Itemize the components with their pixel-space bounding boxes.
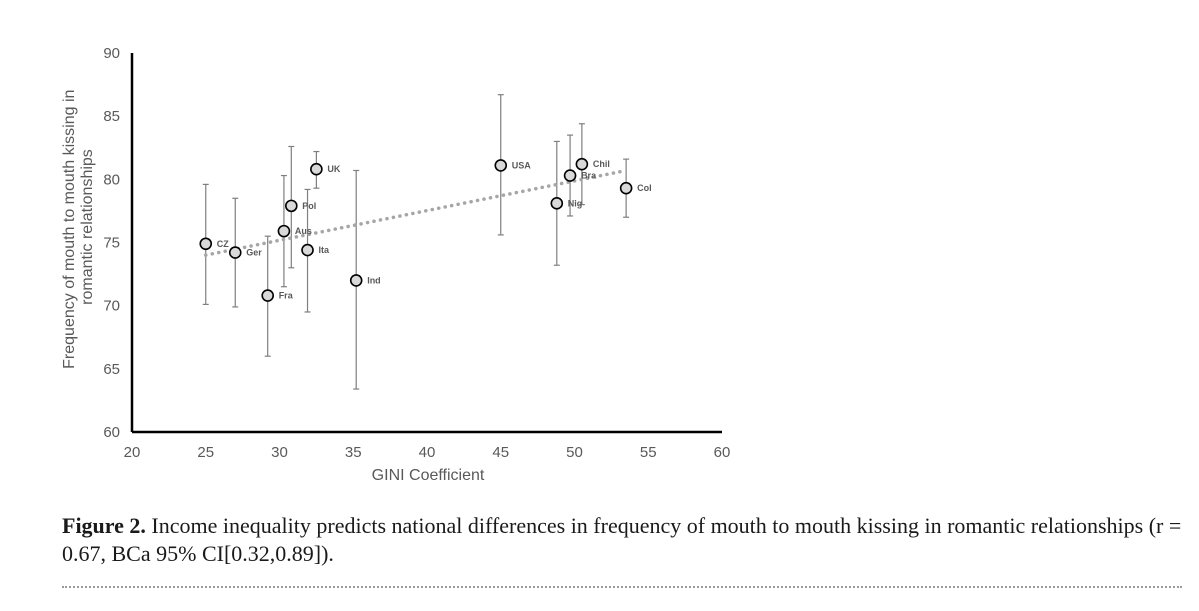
data-point-label: CZ	[217, 239, 229, 249]
data-point	[310, 162, 323, 176]
data-point	[277, 224, 291, 238]
trendline	[204, 168, 628, 257]
data-point	[575, 157, 589, 171]
y-axis-label-line-1: Frequency of mouth to mouth kissing in	[61, 90, 78, 369]
data-point-label: Ind	[367, 275, 381, 285]
data-point-label: Nig	[568, 198, 583, 208]
x-tick-label: 30	[271, 444, 288, 461]
data-point-label: Col	[637, 183, 652, 193]
x-tick-label: 45	[492, 444, 509, 461]
data-point-label: Aus	[295, 226, 312, 236]
data-point	[284, 199, 298, 213]
data-point-label: Ger	[246, 248, 262, 258]
y-axis-label-line-2: romantic relationships	[79, 149, 96, 305]
tick-labels: 20 25 30 35 40 45 50 55 60 60 65 70 75 80 85 90	[103, 45, 730, 461]
x-tick-label: 55	[640, 444, 657, 461]
data-point-label: Pol	[302, 201, 316, 211]
data-point	[619, 181, 633, 195]
data-point-label: UK	[327, 164, 340, 174]
x-axis-label: GINI Coefficient	[372, 467, 485, 484]
y-tick-label: 85	[103, 108, 120, 125]
y-tick-label: 70	[103, 298, 120, 315]
data-point	[228, 246, 242, 259]
data-point	[199, 237, 213, 251]
data-point	[550, 197, 564, 210]
scatter-chart: CZ Ger Fra Aus Pol Ita UK Ind USA Nig Bra Chil Col 2…	[61, 45, 730, 484]
error-bars	[202, 94, 630, 390]
figure-caption: Figure 2. Income inequality predicts nat…	[62, 512, 1182, 568]
data-point	[349, 274, 363, 287]
trendline-path	[204, 168, 628, 257]
data-point-label: Bra	[581, 171, 597, 181]
figure-number: Figure 2.	[62, 513, 146, 538]
axes	[130, 53, 722, 434]
data-point	[261, 289, 275, 302]
x-tick-label: 40	[419, 444, 436, 461]
data-points: CZ Ger Fra Aus Pol Ita UK Ind USA Nig Bra Chil Col	[199, 157, 652, 302]
x-tick-label: 35	[345, 444, 362, 461]
y-tick-label: 65	[103, 361, 120, 378]
x-tick-label: 20	[124, 444, 141, 461]
x-tick-label: 25	[197, 444, 214, 461]
data-point	[301, 243, 314, 257]
y-tick-label: 75	[103, 235, 120, 252]
data-point	[494, 159, 508, 172]
data-point-label: Chil	[593, 159, 610, 169]
x-tick-label: 60	[714, 444, 731, 461]
y-axis-label: Frequency of mouth to mouth kissing in r…	[61, 85, 96, 369]
dotted-divider	[62, 586, 1182, 588]
data-point-label: Ita	[319, 245, 330, 255]
caption-text: Income inequality predicts national diff…	[62, 513, 1182, 566]
data-point-label: Fra	[279, 291, 294, 301]
y-tick-label: 90	[103, 45, 120, 62]
y-tick-label: 80	[103, 171, 120, 188]
y-tick-label: 60	[103, 424, 120, 441]
data-point	[563, 169, 577, 182]
data-point-label: USA	[512, 160, 532, 170]
x-tick-label: 50	[566, 444, 583, 461]
